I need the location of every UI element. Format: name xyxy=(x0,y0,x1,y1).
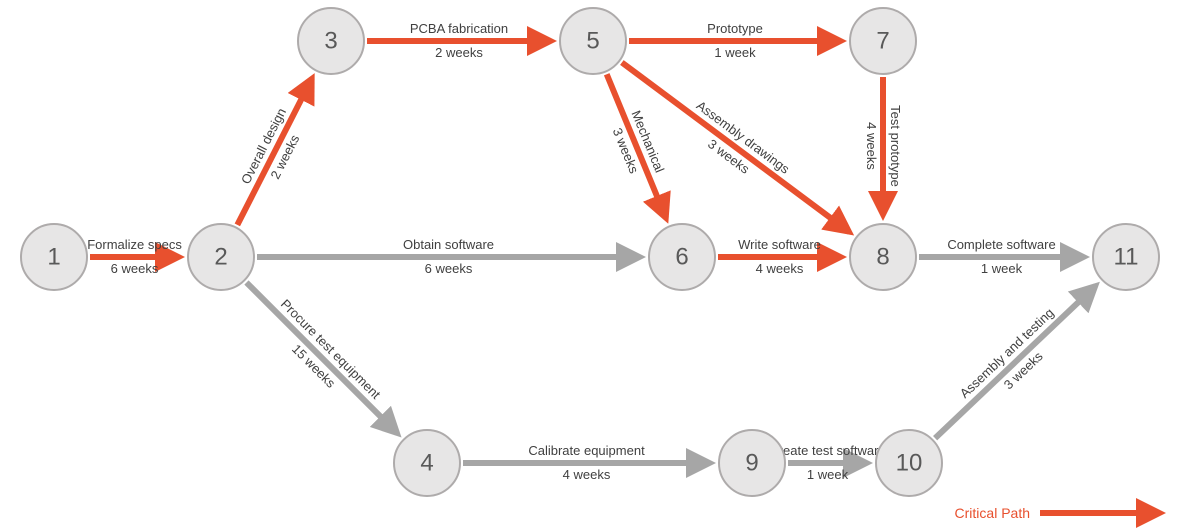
legend-label: Critical Path xyxy=(955,505,1030,521)
edge-8-11: Complete software 1 week xyxy=(919,237,1084,276)
node-5: 5 xyxy=(560,8,626,74)
edge-label-top: Formalize specs xyxy=(87,237,182,252)
node-label: 7 xyxy=(876,27,889,54)
node-label: 11 xyxy=(1114,243,1139,270)
node-label: 4 xyxy=(420,449,433,476)
edge-label-top: Calibrate equipment xyxy=(528,443,645,458)
node-label: 2 xyxy=(214,243,227,270)
edge-5-7: Prototype 1 week xyxy=(629,21,841,60)
node-label: 10 xyxy=(896,449,923,476)
edge-label-top: Obtain software xyxy=(403,237,494,252)
edge-label-top: Create test software xyxy=(769,443,885,458)
edge-label-top: Prototype xyxy=(707,21,763,36)
activity-on-arrow-diagram: Formalize specs 6 weeks Overall design2 we… xyxy=(0,0,1179,532)
node-label: 6 xyxy=(675,243,688,270)
edge-label-bot: 4 weeks xyxy=(563,467,611,482)
edge-label-top: Test prototype xyxy=(888,105,903,187)
edge-label-bot: 1 week xyxy=(981,261,1023,276)
node-8: 8 xyxy=(850,224,916,290)
node-label: 1 xyxy=(47,243,60,270)
node-3: 3 xyxy=(298,8,364,74)
node-label: 8 xyxy=(876,243,889,270)
node-label: 9 xyxy=(745,449,758,476)
edge-label-bot: 4 weeks xyxy=(756,261,804,276)
legend-critical-path: Critical Path xyxy=(955,505,1160,521)
edge-4-9: Calibrate equipment 4 weeks xyxy=(463,443,710,482)
edge-3-5: PCBA fabrication 2 weeks xyxy=(367,21,551,60)
edge-2-6: Obtain software 6 weeks xyxy=(257,237,640,276)
edge-1-2: Formalize specs 6 weeks xyxy=(87,237,182,276)
edge-6-8: Write software 4 weeks xyxy=(718,237,841,276)
edge-2-3: Overall design2 weeks xyxy=(237,78,312,224)
node-9: 9 xyxy=(719,430,785,496)
node-2: 2 xyxy=(188,224,254,290)
node-4: 4 xyxy=(394,430,460,496)
node-label: 3 xyxy=(324,27,337,54)
edge-label-bot: 4 weeks xyxy=(864,122,879,170)
node-6: 6 xyxy=(649,224,715,290)
edge-5-6: Mechanical3 weeks xyxy=(607,74,668,218)
edge-label-top: Write software xyxy=(738,237,821,252)
edge-label-top: PCBA fabrication xyxy=(410,21,508,36)
edge-10-11: Assembly and testing3 weeks xyxy=(935,286,1095,438)
edge-9-10: Create test software 1 week xyxy=(769,443,885,482)
edge-label-bot: 1 week xyxy=(714,45,756,60)
nodes-layer: 1 2 3 4 5 6 7 8 9 10 11 xyxy=(21,8,1159,496)
edge-label-bot: 6 weeks xyxy=(425,261,473,276)
node-11: 11 xyxy=(1093,224,1159,290)
edge-label-top: Complete software xyxy=(947,237,1055,252)
node-7: 7 xyxy=(850,8,916,74)
edge-label-bot: 2 weeks xyxy=(435,45,483,60)
edge-2-4: Procure test equipment15 weeks xyxy=(246,282,397,433)
node-10: 10 xyxy=(876,430,942,496)
node-1: 1 xyxy=(21,224,87,290)
edge-label-bot: 6 weeks xyxy=(111,261,159,276)
edge-label-bot: 1 week xyxy=(807,467,849,482)
edge-7-8: Test prototype 4 weeks xyxy=(864,77,903,215)
node-label: 5 xyxy=(586,27,599,54)
